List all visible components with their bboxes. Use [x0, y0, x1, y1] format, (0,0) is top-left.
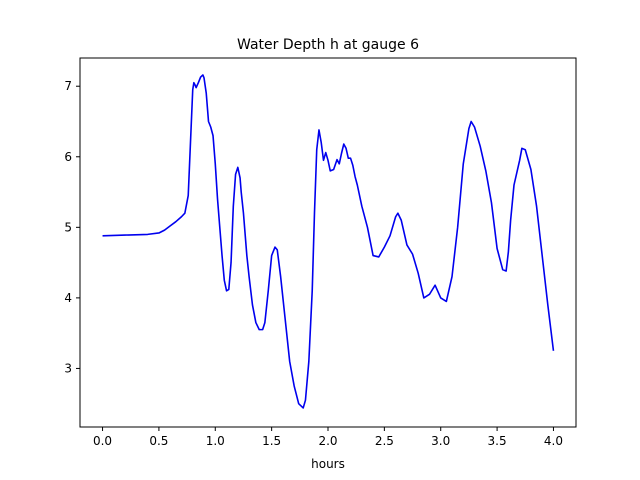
y-tick-label: 7	[64, 79, 72, 93]
x-tick-label: 0.5	[149, 434, 168, 448]
x-axis: 0.0 0.5 1.0 1.5 2.0 2.5 3.0 3.5 4.0	[93, 427, 563, 448]
x-tick-label: 1.5	[262, 434, 281, 448]
x-axis-label: hours	[311, 457, 345, 471]
x-tick-label: 0.0	[93, 434, 112, 448]
x-tick-label: 2.5	[375, 434, 394, 448]
y-tick-label: 6	[64, 150, 72, 164]
plot-frame	[79, 57, 577, 428]
plot-area	[102, 74, 555, 409]
chart-title: Water Depth h at gauge 6	[237, 37, 419, 53]
y-axis: 3 4 5 6 7	[64, 79, 80, 375]
y-tick-label: 4	[64, 291, 72, 305]
x-tick-label: 3.0	[431, 434, 450, 448]
x-tick-label: 3.5	[488, 434, 507, 448]
series-line-0	[102, 74, 555, 409]
x-tick-label: 1.0	[206, 434, 225, 448]
x-tick-label: 4.0	[544, 434, 563, 448]
x-tick-label: 2.0	[318, 434, 337, 448]
y-tick-label: 5	[64, 220, 72, 234]
y-tick-label: 3	[64, 361, 72, 375]
